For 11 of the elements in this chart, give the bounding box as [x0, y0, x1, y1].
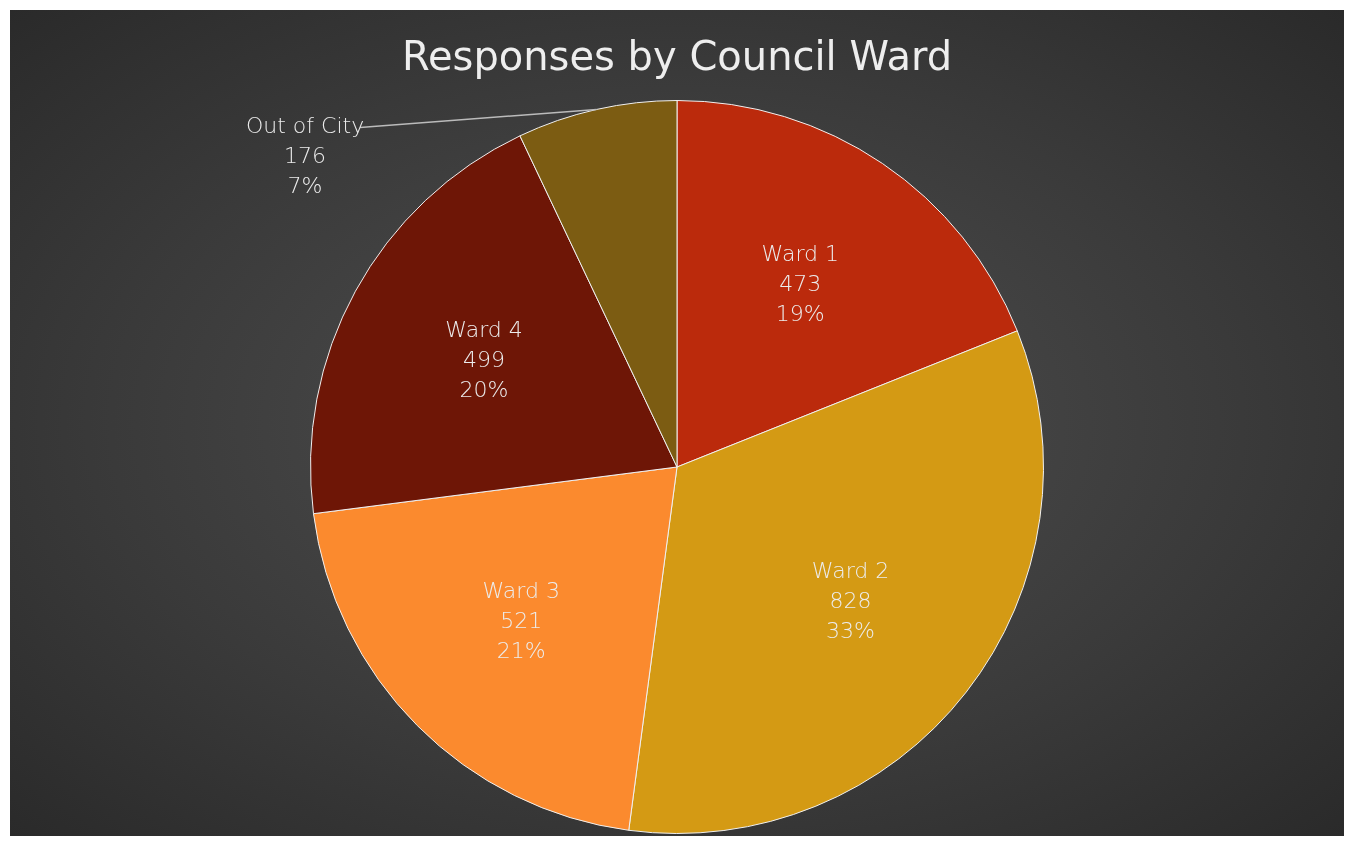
- chart-title: Responses by Council Ward: [401, 33, 953, 80]
- data-label: 828 33%: [826, 587, 876, 643]
- data-label: 499 20%: [459, 347, 509, 403]
- data-label: 176 7%: [284, 143, 327, 199]
- slice-label: Ward 4: [445, 317, 523, 343]
- slice-label: Ward 1: [761, 240, 839, 266]
- data-label: 473 19%: [775, 270, 825, 326]
- slice-label: Out of City: [245, 113, 365, 139]
- slice-label: Ward 3: [482, 577, 560, 603]
- data-label: 521 21%: [496, 607, 546, 663]
- slice-label: Ward 2: [811, 557, 890, 583]
